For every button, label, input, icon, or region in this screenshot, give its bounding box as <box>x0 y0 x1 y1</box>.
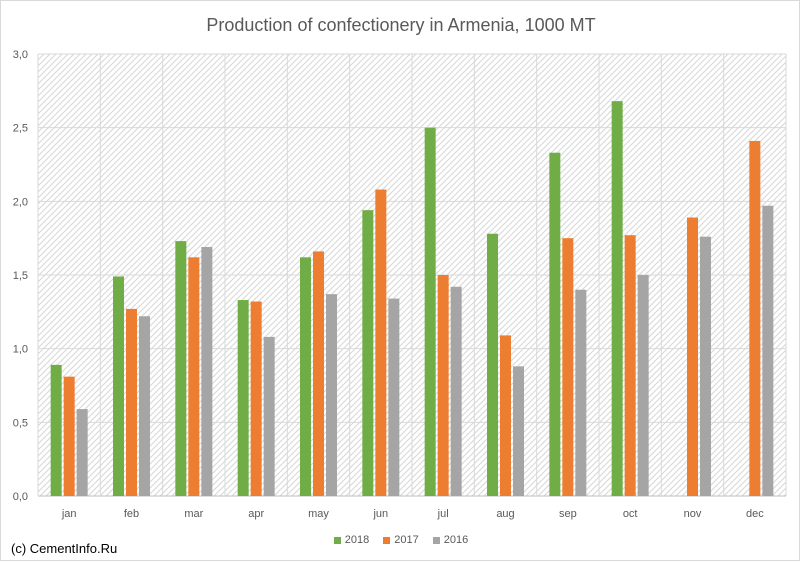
x-tick-label: dec <box>746 508 764 520</box>
y-tick-label: 0,0 <box>13 491 28 503</box>
x-tick-label: aug <box>496 508 514 520</box>
bar-2016-oct <box>637 275 649 496</box>
bar-2016-apr <box>263 336 275 496</box>
bar-2017-sep <box>562 238 574 496</box>
x-tick-label: nov <box>684 508 702 520</box>
bar-2017-nov <box>687 217 698 497</box>
y-tick-label: 3,0 <box>13 49 28 61</box>
bar-2017-oct <box>624 235 636 496</box>
bar-2018-jan <box>50 364 62 496</box>
bar-2016-nov <box>700 236 711 496</box>
bar-2017-aug <box>500 335 511 496</box>
x-tick-label: jan <box>61 508 77 520</box>
legend-swatch <box>333 536 341 544</box>
x-tick-label: may <box>308 508 329 520</box>
bar-2018-sep <box>549 152 561 497</box>
bar-2016-mar <box>201 247 213 496</box>
y-tick-label: 2,0 <box>13 196 28 208</box>
bar-2017-feb <box>126 308 137 496</box>
bar-2016-may <box>326 294 337 496</box>
bar-2016-sep <box>575 289 587 496</box>
bar-2018-feb <box>113 276 124 496</box>
y-tick-label: 2,5 <box>13 123 28 135</box>
legend-swatch <box>383 536 391 544</box>
bar-2016-jul <box>450 286 462 496</box>
bar-2018-may <box>300 257 311 496</box>
bar-2018-jun <box>362 210 374 496</box>
legend-swatch <box>432 536 440 544</box>
bar-2016-dec <box>762 205 774 496</box>
credit-text: (c) CementInfo.Ru <box>11 541 118 556</box>
chart-legend: 2018 2017 2016 <box>1 534 800 546</box>
x-tick-label: jul <box>437 508 449 520</box>
x-tick-label: oct <box>623 508 638 520</box>
legend-label: 2018 <box>344 534 370 546</box>
x-tick-label: jun <box>372 508 388 520</box>
legend-label: 2016 <box>443 534 469 546</box>
bar-2018-aug <box>487 233 498 496</box>
bar-2017-may <box>313 251 324 496</box>
bar-2018-mar <box>175 241 187 496</box>
bar-2017-dec <box>749 140 761 496</box>
legend-label: 2017 <box>394 534 419 546</box>
bar-2018-jul <box>424 127 436 497</box>
bar-2017-mar <box>188 257 200 496</box>
y-tick-label: 1,5 <box>13 270 28 282</box>
bar-2016-jan <box>76 409 88 496</box>
bar-2016-aug <box>513 366 524 496</box>
x-tick-label: feb <box>124 508 139 520</box>
bar-2016-jun <box>388 298 400 496</box>
x-tick-label: apr <box>248 508 264 520</box>
bar-2018-apr <box>237 300 249 496</box>
chart-title: Production of confectionery in Armenia, … <box>206 15 596 35</box>
bar-2017-jun <box>375 189 387 496</box>
bar-2016-feb <box>139 316 150 496</box>
legend-item: 2017 <box>383 534 419 546</box>
legend-item: 2018 <box>333 534 370 546</box>
bar-2018-oct <box>611 101 623 496</box>
bar-2017-apr <box>250 301 262 496</box>
x-tick-label: sep <box>559 508 577 520</box>
bar-2017-jul <box>437 275 449 496</box>
y-tick-label: 0,5 <box>13 417 28 429</box>
y-tick-label: 1,0 <box>13 344 28 356</box>
legend-item: 2016 <box>432 534 469 546</box>
bar-2017-jan <box>63 376 75 496</box>
x-tick-label: mar <box>184 508 203 520</box>
